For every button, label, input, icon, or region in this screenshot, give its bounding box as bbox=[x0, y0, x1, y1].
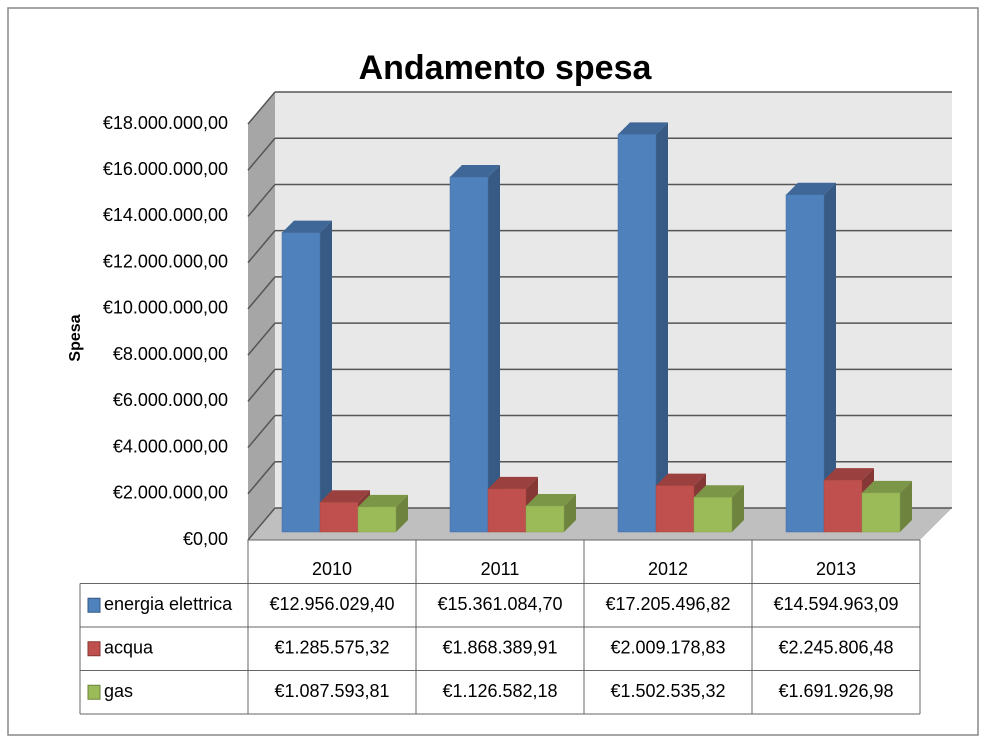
bar bbox=[655, 485, 695, 533]
bar-top bbox=[786, 182, 836, 195]
bar-top bbox=[656, 473, 706, 486]
grid-line bbox=[247, 183, 276, 217]
y-tick-label: €0,00 bbox=[183, 529, 228, 549]
bar bbox=[785, 194, 825, 533]
value-label: €2.009.178,83 bbox=[610, 638, 725, 658]
bar bbox=[281, 232, 321, 533]
bar-side bbox=[656, 122, 668, 533]
y-tick-label: €6.000.000,00 bbox=[113, 390, 228, 410]
value-label: €1.285.575,32 bbox=[274, 638, 389, 658]
legend-swatch bbox=[87, 684, 101, 700]
bar-side bbox=[732, 485, 744, 532]
legend-swatch bbox=[87, 641, 101, 657]
y-tick-label: €10.000.000,00 bbox=[103, 298, 228, 318]
legend-label: energia elettrica bbox=[104, 594, 233, 614]
bar-side bbox=[320, 220, 332, 532]
y-axis-label: Spesa bbox=[67, 314, 84, 361]
grid-line bbox=[247, 137, 276, 171]
bar-top bbox=[488, 476, 538, 489]
bar bbox=[487, 488, 527, 533]
bar bbox=[617, 134, 657, 533]
x-tick-label: 2011 bbox=[481, 559, 520, 579]
x-tick-label: 2012 bbox=[648, 559, 688, 579]
bar bbox=[693, 497, 733, 533]
y-tick-label: €2.000.000,00 bbox=[113, 483, 228, 503]
bar-top bbox=[526, 493, 576, 506]
legend-swatch bbox=[87, 597, 101, 613]
chart-title: Andamento spesa bbox=[359, 49, 653, 87]
bar-top bbox=[862, 480, 912, 493]
bar bbox=[823, 479, 863, 533]
y-tick-label: €8.000.000,00 bbox=[113, 344, 228, 364]
value-label: €2.245.806,48 bbox=[778, 638, 893, 658]
value-label: €14.594.963,09 bbox=[773, 594, 898, 614]
bar-top bbox=[618, 122, 668, 135]
value-label: €12.956.029,40 bbox=[269, 594, 394, 614]
value-label: €1.502.535,32 bbox=[610, 681, 725, 701]
value-label: €15.361.084,70 bbox=[437, 594, 562, 614]
bar-top bbox=[450, 164, 500, 177]
floor bbox=[248, 508, 952, 540]
bar-top bbox=[694, 485, 744, 498]
bar bbox=[319, 502, 359, 533]
bar-side bbox=[564, 493, 576, 532]
bar-top bbox=[358, 494, 408, 507]
back-wall bbox=[275, 92, 952, 508]
grid-line bbox=[247, 276, 276, 310]
grid-line bbox=[247, 368, 276, 402]
bar-side bbox=[396, 494, 408, 532]
bar-top bbox=[282, 220, 332, 233]
bar bbox=[357, 506, 397, 533]
bar-top bbox=[824, 468, 874, 481]
legend-label: acqua bbox=[104, 638, 154, 658]
bar-top bbox=[320, 490, 370, 503]
x-tick-label: 2010 bbox=[312, 559, 352, 579]
value-label: €17.205.496,82 bbox=[605, 594, 730, 614]
value-label: €1.087.593,81 bbox=[274, 681, 389, 701]
value-label: €1.691.926,98 bbox=[778, 681, 893, 701]
bar bbox=[525, 505, 565, 533]
value-label: €1.126.582,18 bbox=[442, 681, 557, 701]
bar bbox=[449, 176, 489, 533]
side-wall bbox=[248, 92, 275, 540]
legend-label: gas bbox=[104, 681, 133, 701]
y-tick-label: €12.000.000,00 bbox=[103, 251, 228, 271]
bar-side bbox=[900, 480, 912, 532]
bar-side bbox=[488, 164, 500, 532]
grid-line bbox=[247, 230, 276, 264]
grid-line bbox=[247, 322, 276, 356]
value-label: €1.868.389,91 bbox=[442, 638, 557, 658]
bar bbox=[861, 492, 901, 533]
y-tick-label: €18.000.000,00 bbox=[103, 113, 228, 133]
grid-line bbox=[247, 415, 276, 449]
y-tick-label: €4.000.000,00 bbox=[113, 436, 228, 456]
bar-side bbox=[824, 182, 836, 532]
grid-line bbox=[247, 461, 276, 495]
y-tick-label: €16.000.000,00 bbox=[103, 159, 228, 179]
x-tick-label: 2013 bbox=[816, 559, 856, 579]
grid-line bbox=[247, 91, 276, 125]
grid-line bbox=[247, 507, 276, 541]
y-tick-label: €14.000.000,00 bbox=[103, 205, 228, 225]
